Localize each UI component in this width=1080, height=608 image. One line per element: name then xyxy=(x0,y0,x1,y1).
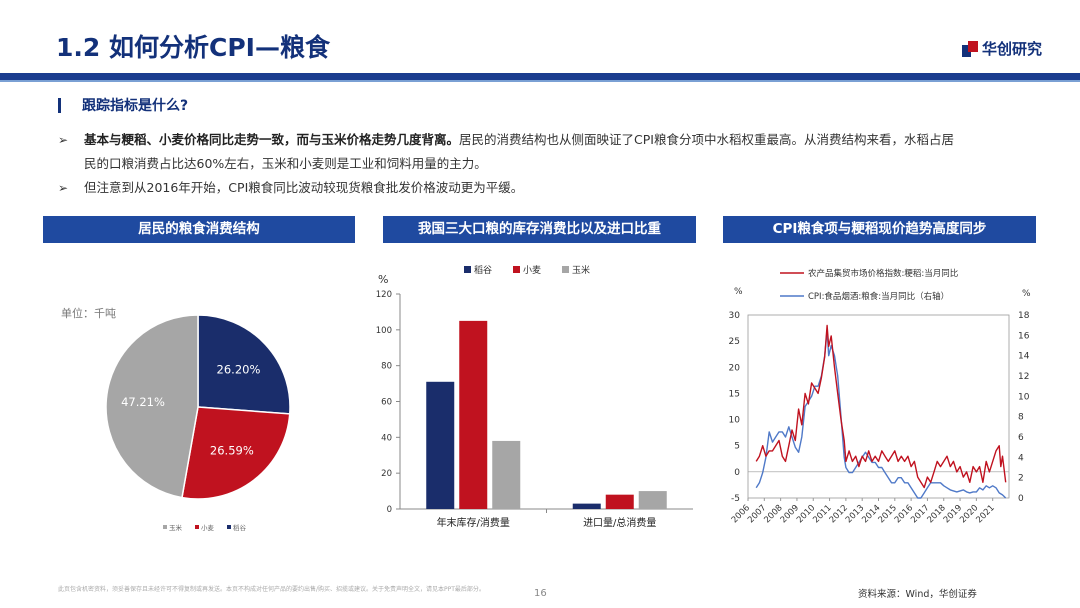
header-divider xyxy=(0,73,1080,80)
pie-slice-label: 26.20% xyxy=(217,362,261,376)
line-right-tick-label: 4 xyxy=(1018,453,1024,463)
disclaimer: 此页包含机密资料，须妥善保存且未经许可不得复制或再发送。本页不构成对任何产品的要… xyxy=(58,586,485,593)
bar-category-label: 进口量/总消费量 xyxy=(583,516,656,529)
bar-y-tick-label: 40 xyxy=(381,433,392,443)
line-right-tick-label: 6 xyxy=(1018,433,1024,443)
bar-y-tick-label: 100 xyxy=(376,326,392,336)
bar-legend-swatch xyxy=(464,266,471,273)
logo-text: 华创研究 xyxy=(981,40,1042,58)
line-right-tick-label: 2 xyxy=(1018,474,1024,484)
pie-legend-label: 小麦 xyxy=(201,523,215,532)
line-legend-label: 农产品集贸市场价格指数:粳稻:当月同比 xyxy=(808,268,958,279)
page-number: 16 xyxy=(534,588,547,599)
line-left-unit: % xyxy=(734,287,743,297)
logo-icon xyxy=(961,40,978,57)
line-right-tick-label: 12 xyxy=(1018,372,1029,382)
bar-chart-header: 我国三大口粮的库存消费比以及进口比重 xyxy=(383,216,696,243)
pie-legend-swatch xyxy=(195,525,199,529)
line-x-tick-label: 2021 xyxy=(974,503,996,525)
subheading-marker xyxy=(58,98,61,113)
bullet-text-continued: 民的口粮消费占比达60%左右，玉米和小麦则是工业和饲料用量的主力。 xyxy=(84,156,487,171)
line-left-tick-label: 20 xyxy=(729,363,741,373)
line-left-tick-label: 5 xyxy=(734,442,740,452)
line-left-tick-label: 15 xyxy=(729,389,740,399)
bullet-item: ➢ 但注意到从2016年开始，CPI粮食同比波动较现货粮食批发价格波动更为平缓。 xyxy=(58,176,1028,200)
bar-y-tick-label: 60 xyxy=(381,398,392,408)
pie-unit-note: 单位：千吨 xyxy=(61,306,116,320)
line-right-tick-label: 18 xyxy=(1018,311,1030,321)
bullet-text: 但注意到从2016年开始，CPI粮食同比波动较现货粮食批发价格波动更为平缓。 xyxy=(84,180,524,195)
line-left-tick-label: 25 xyxy=(729,337,740,347)
line-left-tick-label: 30 xyxy=(729,311,741,321)
line-legend-label: CPI:食品烟酒:粮食:当月同比（右轴） xyxy=(808,291,949,302)
bar-legend-label: 玉米 xyxy=(572,264,590,276)
bar-y-tick-label: 20 xyxy=(381,469,392,479)
line-plot-frame xyxy=(747,314,1010,499)
bar-1-0 xyxy=(572,503,601,509)
bullet-list: ➢ 基本与粳稻、小麦价格同比走势一致，而与玉米价格走势几度背离。居民的消费结构也… xyxy=(58,128,1028,200)
line-left-tick-label: -5 xyxy=(731,494,740,504)
line-right-tick-label: 0 xyxy=(1018,494,1024,504)
header-divider-accent xyxy=(0,80,1080,82)
pie-legend-label: 稻谷 xyxy=(233,523,247,532)
bar-legend-label: 稻谷 xyxy=(474,265,492,276)
pie-slice-0 xyxy=(197,314,291,415)
arrow-bullet-icon: ➢ xyxy=(58,133,69,147)
pie-legend-swatch xyxy=(163,525,167,529)
line-right-tick-label: 16 xyxy=(1018,331,1030,341)
bar-0-1 xyxy=(459,320,488,509)
bullet-bold-text: 基本与粳稻、小麦价格同比走势一致，而与玉米价格走势几度背离。 xyxy=(84,132,460,147)
line-right-tick-label: 14 xyxy=(1018,352,1030,362)
line-series-cpi-grain xyxy=(755,329,1007,499)
pie-chart: 单位：千吨 26.20% 26.59% 47.21% 玉米 小麦 稻谷 xyxy=(61,306,291,532)
line-left-tick-label: 10 xyxy=(729,416,741,426)
bar-legend-swatch xyxy=(562,266,569,273)
bar-legend-label: 小麦 xyxy=(523,264,541,276)
line-chart: 农产品集贸市场价格指数:粳稻:当月同比 CPI:食品烟酒:粮食:当月同比（右轴）%… xyxy=(729,268,1031,525)
pie-slice-2 xyxy=(105,314,199,499)
page-title: 1.2 如何分析CPI—粮食 xyxy=(56,33,330,62)
pie-legend-label: 玉米 xyxy=(169,523,183,532)
line-right-tick-label: 8 xyxy=(1018,413,1024,423)
bar-y-tick-label: 120 xyxy=(376,290,392,300)
bar-y-tick-label: 80 xyxy=(381,362,392,372)
line-chart-header: CPI粮食项与粳稻现价趋势高度同步 xyxy=(723,216,1036,243)
arrow-bullet-icon: ➢ xyxy=(58,181,69,195)
line-left-tick-label: 0 xyxy=(734,468,740,478)
bar-1-2 xyxy=(638,491,667,509)
bar-y-unit: % xyxy=(378,273,388,286)
data-source: 资料来源：Wind，华创证券 xyxy=(858,589,977,600)
bar-0-2 xyxy=(492,440,521,509)
pie-slice-label: 47.21% xyxy=(121,395,165,409)
pie-chart-header: 居民的粮食消费结构 xyxy=(43,216,355,243)
bullet-item: ➢ 基本与粳稻、小麦价格同比走势一致，而与玉米价格走势几度背离。居民的消费结构也… xyxy=(58,128,1028,176)
line-right-unit: % xyxy=(1022,289,1031,299)
line-series-japonica-rice xyxy=(755,324,1007,489)
bar-1-1 xyxy=(605,494,634,509)
bullet-text: 居民的消费结构也从侧面映证了CPI粮食分项中水稻权重最高。从消费结构来看，水稻占… xyxy=(459,132,954,147)
line-right-tick-label: 10 xyxy=(1018,392,1030,402)
brand-logo: 华创研究 xyxy=(961,38,1042,59)
pie-slice-1 xyxy=(181,406,291,500)
bar-legend-swatch xyxy=(513,266,520,273)
pie-legend-swatch xyxy=(227,525,231,529)
subheading: 跟踪指标是什么? xyxy=(82,98,189,114)
bar-category-label: 年末库存/消费量 xyxy=(437,516,510,529)
bar-y-tick-label: 0 xyxy=(387,505,392,515)
bar-0-0 xyxy=(426,381,455,509)
pie-slice-label: 26.59% xyxy=(210,444,254,458)
